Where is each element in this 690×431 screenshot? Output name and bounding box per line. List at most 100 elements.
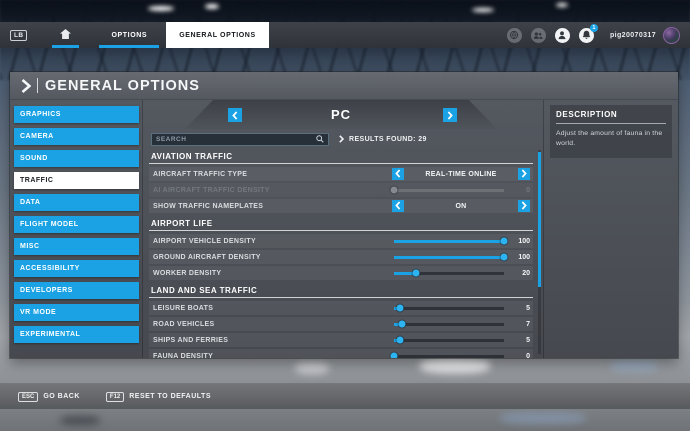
ceiling-light bbox=[472, 8, 494, 12]
slider-track[interactable] bbox=[394, 336, 504, 344]
content-scrollbar-thumb[interactable] bbox=[538, 152, 541, 287]
slider-track[interactable] bbox=[394, 253, 508, 261]
slider-handle[interactable] bbox=[396, 304, 403, 312]
slider-handle[interactable] bbox=[500, 237, 508, 245]
sidebar-item-graphics[interactable]: GRAPHICS bbox=[14, 106, 139, 123]
setting-row-ground-aircraft-density[interactable]: GROUND AIRCRAFT DENSITY 100 bbox=[149, 250, 533, 264]
notification-count-badge: 1 bbox=[589, 23, 598, 32]
sidebar-item-data[interactable]: DATA bbox=[14, 194, 139, 211]
section-header-aviation-traffic: AVIATION TRAFFIC bbox=[149, 150, 533, 164]
setting-label: GROUND AIRCRAFT DENSITY bbox=[153, 253, 261, 261]
username[interactable]: pig20070317 bbox=[609, 31, 656, 39]
sidebar-item-accessibility[interactable]: ACCESSIBILITY bbox=[14, 260, 139, 277]
friends-icon[interactable] bbox=[530, 27, 546, 43]
profile-icon[interactable] bbox=[554, 27, 570, 43]
setting-row-aircraft-traffic-type[interactable]: AIRCRAFT TRAFFIC TYPE REAL-TIME ONLINE bbox=[149, 167, 533, 181]
setting-label: AIRCRAFT TRAFFIC TYPE bbox=[153, 170, 248, 178]
setting-row-road-vehicles[interactable]: ROAD VEHICLES 7 bbox=[149, 317, 533, 331]
shortcut-reset-to-defaults[interactable]: F12 RESET TO DEFAULTS bbox=[105, 391, 211, 402]
select-control: REAL-TIME ONLINE bbox=[392, 168, 530, 180]
shortcut-label: GO BACK bbox=[43, 393, 80, 400]
slider-handle[interactable] bbox=[398, 320, 406, 328]
sidebar-item-experimental[interactable]: EXPERIMENTAL bbox=[14, 326, 139, 343]
social-icon[interactable] bbox=[506, 27, 522, 43]
slider-control: 20 bbox=[392, 269, 530, 277]
platform-label: PC bbox=[330, 107, 352, 122]
sidebar-item-misc[interactable]: MISC bbox=[14, 238, 139, 255]
sidebar-item-vr-mode[interactable]: VR MODE bbox=[14, 304, 139, 321]
slider-track[interactable] bbox=[394, 237, 508, 245]
ceiling-light bbox=[148, 6, 174, 11]
slider-control: 100 bbox=[392, 253, 530, 261]
sidebar-item-sound[interactable]: SOUND bbox=[14, 150, 139, 167]
slider-track[interactable] bbox=[394, 320, 504, 328]
sidebar-item-flight-model[interactable]: FLIGHT MODEL bbox=[14, 216, 139, 233]
title-divider bbox=[37, 78, 38, 93]
slider-handle[interactable] bbox=[390, 352, 398, 358]
home-icon bbox=[60, 26, 72, 44]
platform-next-button[interactable] bbox=[443, 108, 457, 122]
setting-label: LEISURE BOATS bbox=[153, 304, 214, 312]
avatar[interactable] bbox=[663, 26, 680, 44]
top-nav-bar: LB OPTIONS GENERAL OPTIONS bbox=[0, 22, 690, 48]
setting-row-ai-aircraft-traffic-density[interactable]: AI AIRCRAFT TRAFFIC DENSITY 0 bbox=[149, 183, 533, 197]
slider-track[interactable] bbox=[394, 269, 504, 277]
option-next-button[interactable] bbox=[518, 200, 530, 212]
setting-label: AIRPORT VEHICLE DENSITY bbox=[153, 237, 256, 245]
slider-track[interactable] bbox=[390, 186, 504, 194]
setting-row-fauna-density[interactable]: FAUNA DENSITY 0 bbox=[149, 349, 533, 358]
hangar-floor-object bbox=[420, 358, 490, 373]
home-tab[interactable] bbox=[51, 22, 80, 48]
search-icon[interactable] bbox=[316, 130, 324, 148]
results-count-label: RESULTS FOUND: 29 bbox=[349, 135, 427, 143]
platform-prev-button[interactable] bbox=[228, 108, 242, 122]
option-next-button[interactable] bbox=[518, 168, 530, 180]
tab-general-options[interactable]: GENERAL OPTIONS bbox=[166, 22, 269, 48]
sidebar-item-developers[interactable]: DEVELOPERS bbox=[14, 282, 139, 299]
tab-options[interactable]: OPTIONS bbox=[98, 22, 160, 48]
tab-options-label: OPTIONS bbox=[111, 31, 148, 39]
chevron-right-icon bbox=[521, 197, 527, 215]
setting-row-ships-and-ferries[interactable]: SHIPS AND FERRIES 5 bbox=[149, 333, 533, 347]
search-input[interactable] bbox=[156, 135, 316, 143]
slider-value: 5 bbox=[526, 336, 530, 344]
setting-row-show-traffic-nameplates[interactable]: SHOW TRAFFIC NAMEPLATES ON bbox=[149, 199, 533, 213]
slider-control: 5 bbox=[392, 304, 530, 312]
ceiling-light bbox=[556, 3, 568, 7]
setting-label: ROAD VEHICLES bbox=[153, 320, 215, 328]
general-options-panel: GENERAL OPTIONS GRAPHICS CAMERA SOUND TRAFF… bbox=[10, 72, 678, 358]
setting-label: WORKER DENSITY bbox=[153, 269, 222, 277]
slider-fill bbox=[394, 239, 504, 243]
sidebar-item-traffic[interactable]: TRAFFIC bbox=[14, 172, 139, 189]
slider-value: 7 bbox=[526, 320, 530, 328]
description-panel: DESCRIPTION Adjust the amount of fauna i… bbox=[544, 100, 678, 358]
slider-value: 0 bbox=[526, 352, 530, 359]
setting-row-airport-vehicle-density[interactable]: AIRPORT VEHICLE DENSITY 100 bbox=[149, 234, 533, 248]
option-prev-button[interactable] bbox=[392, 200, 404, 212]
option-value: REAL-TIME ONLINE bbox=[425, 170, 497, 178]
page-title: GENERAL OPTIONS bbox=[45, 77, 200, 94]
shortcut-label: RESET TO DEFAULTS bbox=[129, 393, 211, 400]
slider-control: 0 bbox=[390, 352, 530, 359]
shortcut-go-back[interactable]: ESC GO BACK bbox=[18, 391, 80, 402]
search-box bbox=[151, 130, 329, 148]
key-badge: F12 bbox=[105, 391, 125, 402]
option-prev-button[interactable] bbox=[392, 168, 404, 180]
sidebar-item-camera[interactable]: CAMERA bbox=[14, 128, 139, 145]
slider-handle[interactable] bbox=[500, 253, 508, 261]
setting-label: SHIPS AND FERRIES bbox=[153, 336, 229, 344]
key-badge: ESC bbox=[18, 391, 39, 402]
setting-row-leisure-boats[interactable]: LEISURE BOATS 5 bbox=[149, 301, 533, 315]
notifications-icon[interactable]: 1 bbox=[578, 23, 598, 43]
slider-handle[interactable] bbox=[396, 336, 403, 344]
search-row: RESULTS FOUND: 29 bbox=[151, 132, 533, 146]
slider-track[interactable] bbox=[390, 352, 504, 358]
slider-handle[interactable] bbox=[412, 269, 420, 277]
content-scrollbar-track[interactable] bbox=[538, 150, 541, 354]
setting-row-worker-density[interactable]: WORKER DENSITY 20 bbox=[149, 266, 533, 280]
title-chevron-icon bbox=[21, 78, 31, 93]
slider-track[interactable] bbox=[394, 304, 504, 312]
settings-content: PC RES bbox=[142, 100, 544, 358]
option-value: ON bbox=[455, 202, 467, 210]
slider-handle[interactable] bbox=[390, 186, 398, 194]
